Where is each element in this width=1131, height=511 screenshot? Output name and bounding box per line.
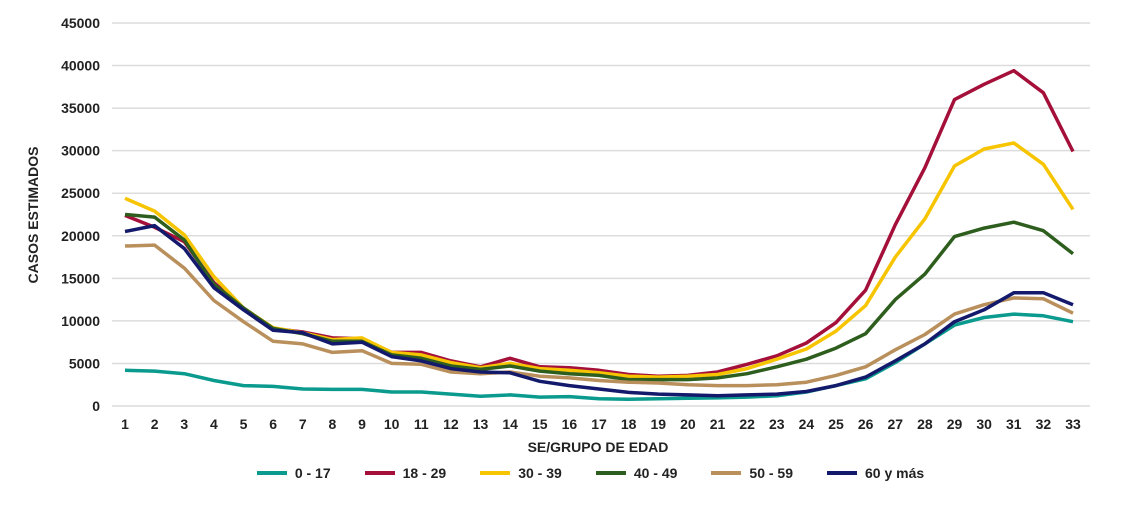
x-tick-label: 12 <box>443 416 459 432</box>
legend-swatch <box>595 471 626 475</box>
series-lines <box>124 68 1075 401</box>
x-tick-label: 32 <box>1036 416 1052 432</box>
legend-label: 40 - 49 <box>633 465 678 481</box>
legend-swatch <box>364 471 395 475</box>
x-tick-label: 28 <box>917 416 933 432</box>
x-tick-label: 6 <box>269 416 277 432</box>
x-tick-label: 13 <box>473 416 489 432</box>
y-tick-label: 15000 <box>61 270 100 286</box>
x-tick-label: 26 <box>858 416 874 432</box>
x-tick-label: 23 <box>769 416 785 432</box>
x-tick-label: 29 <box>947 416 963 432</box>
x-tick-label: 3 <box>180 416 188 432</box>
series-line-40-49 <box>124 212 1075 382</box>
legend-item: 50 - 59 <box>711 465 793 481</box>
legend-item: 60 y más <box>827 465 924 481</box>
legend: 0 - 17 18 - 29 30 - 39 40 - 49 50 - 59 60 y m… <box>0 465 1131 481</box>
legend-label: 0 - 17 <box>294 465 331 481</box>
x-tick-label: 33 <box>1065 416 1081 432</box>
legend-label: 60 y más <box>865 465 925 481</box>
y-tick-label: 40000 <box>61 58 100 74</box>
legend-label: 50 - 59 <box>749 465 793 481</box>
y-axis-label: CASOS ESTIMADOS <box>25 147 41 284</box>
x-tick-label: 18 <box>621 416 637 432</box>
y-tick-label: 0 <box>92 398 100 414</box>
x-tick-label: 11 <box>414 416 429 432</box>
legend-swatch <box>711 471 742 475</box>
x-tick-label: 31 <box>1006 416 1022 432</box>
y-axis-ticks: 0 5000 10000 15000 20000 25000 30000 35000 40000… <box>61 15 100 414</box>
x-tick-label: 8 <box>328 416 336 432</box>
y-tick-label: 20000 <box>61 228 100 244</box>
y-tick-label: 30000 <box>61 143 100 159</box>
x-tick-label: 21 <box>710 416 726 432</box>
x-tick-label: 19 <box>650 416 666 432</box>
legend-item: 0 - 17 <box>256 465 331 481</box>
y-tick-label: 5000 <box>69 355 100 371</box>
legend-item: 18 - 29 <box>364 465 447 481</box>
series-line-50-59 <box>124 243 1074 388</box>
x-tick-label: 17 <box>591 416 607 432</box>
y-tick-label: 25000 <box>61 185 100 201</box>
x-tick-label: 1 <box>121 416 129 432</box>
legend-label: 18 - 29 <box>402 465 447 481</box>
x-tick-label: 10 <box>384 416 400 432</box>
x-tick-label: 2 <box>151 416 159 432</box>
x-axis-label: SE/GRUPO DE EDAD <box>528 439 669 455</box>
x-tick-label: 24 <box>799 416 815 432</box>
x-tick-label: 14 <box>502 416 518 432</box>
y-tick-label: 45000 <box>61 15 100 31</box>
y-tick-label: 35000 <box>61 100 100 116</box>
series-line-60ymás <box>124 223 1074 398</box>
x-tick-label: 27 <box>887 416 903 432</box>
x-tick-label: 7 <box>299 416 307 432</box>
legend-swatch <box>480 471 511 475</box>
x-tick-label: 20 <box>680 416 696 432</box>
x-axis-ticks: 1 2 3 4 5 6 7 8 9 10 11 12 13 14 15 16 17 18 19 20 21 22 23 24 2… <box>121 416 1081 432</box>
x-tick-label: 15 <box>532 416 548 432</box>
x-tick-label: 9 <box>358 416 366 432</box>
x-tick-label: 5 <box>240 416 248 432</box>
legend-item: 40 - 49 <box>595 465 678 481</box>
y-tick-label: 10000 <box>61 313 100 329</box>
x-tick-label: 22 <box>739 416 755 432</box>
x-tick-label: 30 <box>976 416 992 432</box>
x-tick-label: 16 <box>562 416 578 432</box>
legend-item: 30 - 39 <box>480 465 562 481</box>
gridlines <box>112 22 1090 407</box>
legend-label: 30 - 39 <box>518 465 562 481</box>
legend-swatch <box>256 471 287 475</box>
legend-swatch <box>827 471 857 475</box>
x-tick-label: 4 <box>210 416 218 432</box>
x-tick-label: 25 <box>828 416 844 432</box>
